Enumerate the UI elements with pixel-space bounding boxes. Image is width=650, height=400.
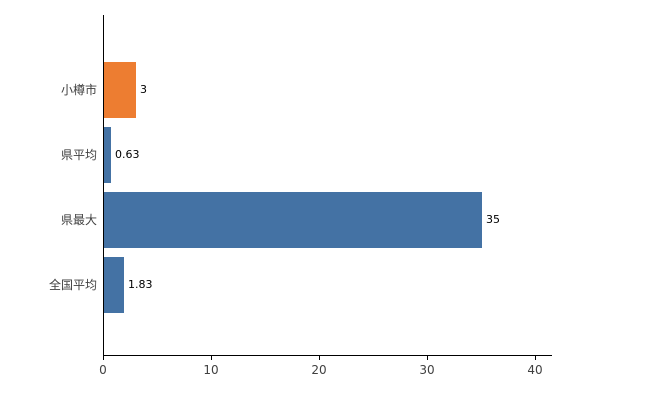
x-axis-line xyxy=(103,355,552,356)
x-tick-label-3: 30 xyxy=(419,363,435,377)
bar-2 xyxy=(104,192,482,248)
x-tick-mark-0 xyxy=(103,356,104,360)
y-axis-line xyxy=(103,15,104,356)
x-tick-mark-4 xyxy=(535,356,536,360)
x-tick-label-2: 20 xyxy=(311,363,327,377)
bar-1 xyxy=(104,127,111,183)
category-label-2: 県最大 xyxy=(60,213,97,227)
x-tick-mark-1 xyxy=(211,356,212,360)
value-label-1: 0.63 xyxy=(115,148,140,161)
value-label-3: 1.83 xyxy=(128,278,153,291)
x-tick-label-4: 40 xyxy=(527,363,543,377)
x-tick-mark-2 xyxy=(319,356,320,360)
value-label-0: 3 xyxy=(140,83,147,96)
category-label-3: 全国平均 xyxy=(48,278,97,292)
value-label-2: 35 xyxy=(486,213,500,226)
x-tick-label-1: 10 xyxy=(203,363,219,377)
x-tick-label-0: 0 xyxy=(99,363,107,377)
bar-0 xyxy=(104,62,136,118)
bar-3 xyxy=(104,257,124,313)
category-label-0: 小樽市 xyxy=(60,83,97,97)
category-label-1: 県平均 xyxy=(60,148,97,162)
x-tick-mark-3 xyxy=(427,356,428,360)
